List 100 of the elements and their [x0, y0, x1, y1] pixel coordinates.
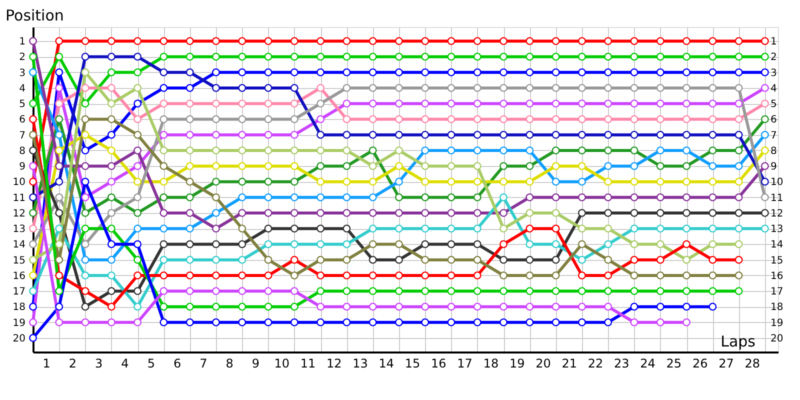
point: [55, 318, 64, 326]
point: [552, 162, 560, 170]
point: [421, 318, 430, 326]
point: [264, 318, 272, 326]
point: [186, 84, 194, 92]
point: [238, 240, 246, 248]
point: [342, 100, 351, 108]
point: [212, 193, 220, 202]
x-tick-label: 21: [562, 356, 578, 370]
x-tick-label: 20: [536, 356, 551, 370]
point: [107, 52, 116, 61]
point: [421, 240, 430, 248]
point: [186, 256, 194, 264]
point: [368, 193, 377, 202]
point: [212, 37, 220, 46]
point: [656, 146, 664, 154]
point: [368, 130, 377, 139]
point: [81, 84, 90, 92]
x-tick-label: 4: [121, 356, 129, 370]
point: [212, 240, 220, 248]
point: [107, 68, 116, 76]
point: [708, 115, 717, 124]
y-tick-label: 20: [12, 333, 26, 344]
point: [395, 178, 403, 186]
point: [682, 302, 690, 311]
point: [81, 224, 90, 233]
point: [473, 256, 482, 264]
point: [316, 100, 324, 108]
point: [186, 162, 194, 170]
point: [186, 271, 194, 280]
point: [160, 224, 168, 233]
point: [368, 84, 377, 92]
point: [526, 178, 534, 186]
point: [552, 208, 560, 217]
point: [134, 240, 142, 248]
point: [656, 256, 664, 264]
point: [578, 271, 586, 280]
point: [421, 130, 430, 139]
point: [630, 287, 638, 296]
point: [473, 68, 482, 76]
point: [708, 271, 717, 280]
point: [734, 208, 743, 217]
y-tick-label: 1: [19, 36, 26, 48]
point: [107, 178, 116, 186]
point: [160, 115, 168, 124]
point: [160, 130, 168, 139]
point: [160, 84, 168, 92]
point: [604, 178, 612, 186]
point: [578, 208, 586, 217]
point: [500, 68, 508, 76]
point: [500, 37, 508, 46]
point: [264, 193, 272, 202]
point: [264, 84, 272, 92]
point: [682, 193, 690, 202]
x-tick-label: 9: [252, 356, 260, 370]
point: [734, 146, 743, 154]
point: [29, 318, 37, 326]
point: [473, 52, 482, 61]
point: [447, 318, 456, 326]
point: [578, 84, 586, 92]
point: [656, 37, 664, 46]
y2-tick-label: 20: [770, 333, 784, 344]
point: [264, 100, 272, 108]
y2-tick-label: 8: [770, 146, 777, 157]
point: [55, 302, 64, 311]
point: [212, 100, 220, 108]
point: [708, 100, 717, 108]
point: [134, 52, 142, 61]
point: [212, 287, 220, 296]
point: [708, 52, 717, 61]
point: [552, 318, 560, 326]
point: [473, 318, 482, 326]
point: [290, 256, 298, 264]
point: [734, 37, 743, 46]
point: [55, 68, 64, 76]
point: [290, 318, 298, 326]
point: [552, 68, 560, 76]
point: [604, 162, 612, 170]
point: [421, 208, 430, 217]
point: [316, 193, 324, 202]
point: [290, 84, 298, 92]
point: [81, 287, 90, 296]
point: [578, 240, 586, 248]
point: [630, 115, 638, 124]
point: [342, 256, 351, 264]
point: [316, 162, 324, 170]
point: [316, 37, 324, 46]
point: [760, 100, 769, 108]
point: [604, 208, 612, 217]
point: [186, 178, 194, 186]
point: [134, 146, 142, 154]
y2-tick-label: 10: [770, 177, 784, 188]
point: [447, 84, 456, 92]
point: [395, 162, 403, 170]
point: [421, 84, 430, 92]
point: [264, 115, 272, 124]
point: [421, 52, 430, 61]
point: [473, 178, 482, 186]
x-tick-label: 13: [352, 356, 368, 370]
point: [186, 52, 194, 61]
